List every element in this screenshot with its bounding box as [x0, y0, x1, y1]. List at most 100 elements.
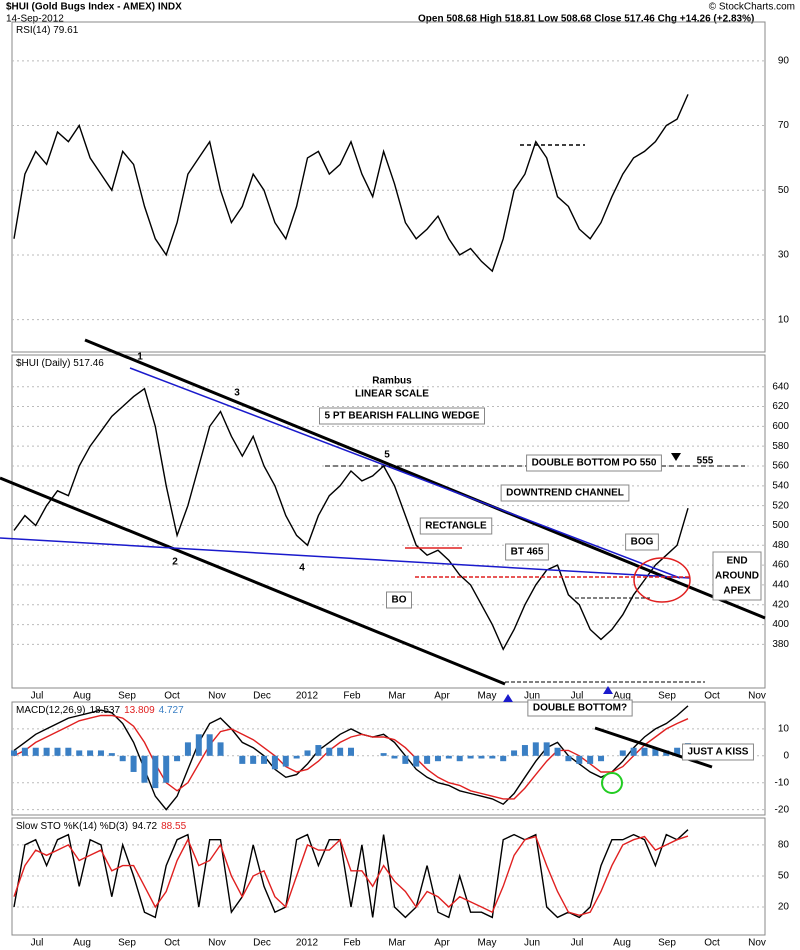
annotations: 1 2 3 4 5 Rambus LINEAR SCALE 5 PT BEARISH FALL…	[137, 352, 759, 761]
series-line	[13, 387, 689, 651]
histogram-bar	[337, 747, 344, 756]
annotation: 5 PT BEARISH FALLING WEDGE	[324, 411, 479, 422]
x-tick-label: Jul	[571, 938, 584, 949]
annotation: Rambus	[372, 376, 412, 387]
annotation: 555	[697, 456, 714, 467]
histogram-bar	[76, 750, 83, 756]
credit: © StockCharts.com	[709, 2, 795, 13]
histogram-bar	[250, 755, 257, 764]
histogram-bar	[598, 755, 605, 762]
y-tick-label: 540	[772, 480, 789, 491]
histogram-bar	[304, 750, 311, 756]
histogram-bar	[565, 755, 572, 762]
histogram-bar	[511, 750, 518, 756]
x-tick-label: Aug	[613, 938, 631, 949]
y-tick-label: 0	[783, 750, 789, 761]
histogram-bar	[141, 755, 148, 783]
series-line	[13, 94, 689, 273]
panel-frame	[11, 21, 766, 353]
panel-label: MACD(12,26,9) 18.537 13.809 4.727	[16, 705, 184, 716]
y-tick-label: 520	[772, 500, 789, 511]
channel-lower	[0, 476, 506, 686]
y-tick-label: 50	[778, 871, 790, 882]
histogram-bar	[391, 755, 398, 759]
x-tick-label: May	[478, 938, 497, 949]
histogram-bar	[326, 747, 333, 756]
annotation: BT 465	[511, 547, 544, 558]
kiss-circle	[601, 772, 623, 794]
annotation: END	[726, 556, 747, 567]
panel-label: $HUI (Daily) 517.46	[16, 358, 104, 369]
quote: Open 508.68 High 518.81 Low 508.68 Close…	[418, 14, 754, 25]
annotation-box	[625, 533, 659, 551]
apex-box	[712, 551, 762, 601]
x-tick-label: Sep	[118, 938, 136, 949]
x-tick-label: Mar	[388, 938, 406, 949]
y-tick-label: 640	[772, 381, 789, 392]
x-tick-label: Feb	[343, 938, 361, 949]
histogram-bar	[641, 747, 648, 756]
legend-entry: 13.809	[124, 705, 155, 716]
x-tick-label: Jun	[524, 938, 540, 949]
panel-label: Slow STO %K(14) %D(3) 94.72 88.55	[16, 821, 187, 832]
date: 14-Sep-2012	[6, 14, 64, 25]
y-tick-label: 70	[778, 120, 790, 131]
annotation: 1	[137, 352, 143, 363]
panel-label-text: RSI(14) 79.61	[16, 25, 79, 36]
x-tick-label: Jun	[524, 691, 540, 702]
histogram-bar	[108, 753, 115, 756]
x-tick-label: Jul	[31, 938, 44, 949]
annotation: JUST A KISS	[688, 747, 749, 758]
annotation-box	[682, 743, 754, 761]
y-tick-label: -20	[775, 804, 790, 815]
wedge-upper	[129, 367, 681, 579]
histogram-bar	[184, 742, 191, 756]
y-tick-label: 460	[772, 560, 789, 571]
y-tick-label: 50	[778, 185, 790, 196]
panel-label-text: Slow STO %K(14) %D(3)	[16, 821, 128, 832]
histogram-bar	[271, 755, 278, 770]
histogram-bar	[315, 745, 322, 756]
histogram-bar	[543, 742, 550, 756]
x-tick-label: Nov	[208, 938, 226, 949]
x-tick-label: Dec	[253, 691, 271, 702]
x-tick-label: Nov	[748, 938, 766, 949]
annotation-box	[386, 591, 412, 609]
annotation-box	[526, 454, 662, 472]
histogram-bar	[521, 745, 528, 756]
histogram-bar	[21, 747, 28, 756]
x-tick-label: 2012	[296, 938, 319, 949]
x-tick-label: Jul	[31, 691, 44, 702]
y-tick-label: 580	[772, 441, 789, 452]
y-tick-label: 600	[772, 421, 789, 432]
annotation: AROUND	[715, 571, 759, 582]
series-line	[13, 829, 689, 919]
y-tick-label: 560	[772, 461, 789, 472]
histogram-bar	[87, 750, 94, 756]
histogram-bar	[587, 755, 594, 764]
legend-entry: 88.55	[161, 821, 186, 832]
histogram-bar	[674, 747, 681, 756]
histogram-bar	[630, 747, 637, 756]
histogram-bar	[282, 755, 289, 767]
panel-frame	[11, 354, 766, 689]
annotation: DOUBLE BOTTOM PO 550	[532, 458, 657, 469]
histogram-bar	[43, 747, 50, 756]
histogram-bar	[413, 755, 420, 767]
annotation-box	[505, 543, 549, 561]
y-tick-label: 380	[772, 639, 789, 650]
x-tick-label: Apr	[434, 691, 450, 702]
annotation: 4	[299, 563, 305, 574]
histogram-bar	[445, 755, 452, 759]
histogram-bar	[402, 755, 409, 764]
x-tick-label: Aug	[73, 938, 91, 949]
y-tick-label: 420	[772, 599, 789, 610]
series-line	[13, 835, 689, 917]
annotation: APEX	[723, 586, 751, 597]
annotation: 2	[172, 557, 178, 568]
histogram-bar	[206, 734, 213, 756]
histogram-bar	[348, 747, 354, 756]
histogram-bar	[152, 755, 159, 789]
